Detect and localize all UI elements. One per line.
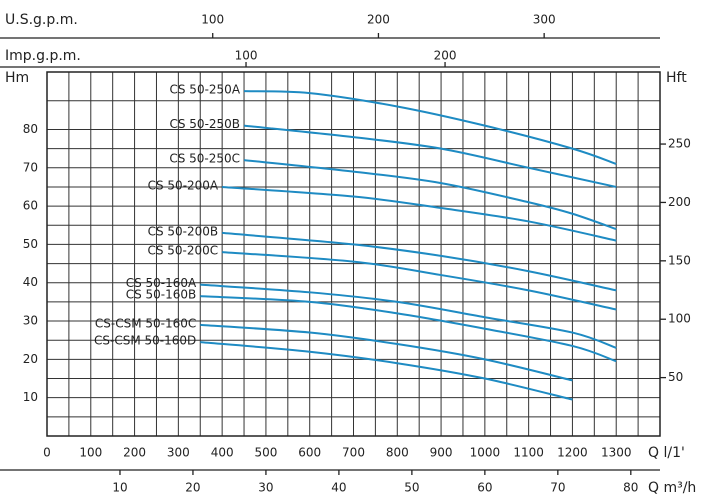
y2-tick-label: 200 xyxy=(668,195,691,209)
x-tick-label: 50 xyxy=(404,481,419,495)
x-tick-label: 1100 xyxy=(513,446,544,460)
x-tick-label: 1300 xyxy=(601,446,632,460)
x-tick-label: 100 xyxy=(201,13,224,27)
x-tick-label: 40 xyxy=(331,481,346,495)
x-tick-label: 1000 xyxy=(470,446,501,460)
x-tick-label: 200 xyxy=(434,49,457,63)
curve xyxy=(200,283,617,349)
curve-label: CS 50-250C xyxy=(169,152,240,166)
x-tick-label: 700 xyxy=(342,446,365,460)
x-tick-label: 10 xyxy=(112,481,127,495)
x-tick-label: 30 xyxy=(258,481,273,495)
x-tick-label: 900 xyxy=(430,446,453,460)
curve-label: CS 50-200A xyxy=(148,178,219,192)
curve xyxy=(200,323,573,382)
curve-label: CS 50-200B xyxy=(148,224,219,238)
x-axis-title: Q l/1' xyxy=(648,445,685,461)
x-tick-label: 0 xyxy=(43,446,51,460)
x-tick-label: 200 xyxy=(367,13,390,27)
x-tick-label: 100 xyxy=(79,446,102,460)
x-tick-label: 60 xyxy=(477,481,492,495)
curve-label: CS 50-160A xyxy=(126,276,197,290)
plot-frame xyxy=(46,71,661,437)
y2-tick-label: 250 xyxy=(668,137,691,151)
y-tick-label: 80 xyxy=(23,122,38,136)
y-tick-label: 20 xyxy=(23,352,38,366)
curve-label: CS-CSM 50-160D xyxy=(94,334,196,348)
curve-label: CS-CSM 50-160C xyxy=(95,316,196,330)
y-tick-label: 40 xyxy=(23,275,38,289)
x-tick-label: 800 xyxy=(386,446,409,460)
y-axis-title: Hm xyxy=(5,70,29,86)
curve-label: CS 50-200C xyxy=(147,244,218,258)
y-tick-label: 70 xyxy=(23,160,38,174)
x-tick-label: 600 xyxy=(298,446,321,460)
y2-tick-label: 50 xyxy=(668,370,683,384)
y-tick-label: 10 xyxy=(23,390,38,404)
y-tick-label: 50 xyxy=(23,237,38,251)
curve xyxy=(222,251,617,311)
x-tick-label: 300 xyxy=(533,13,556,27)
us-gpm-label: U.S.g.p.m. xyxy=(5,12,78,28)
m3h-axis-title: Q m³/h xyxy=(648,480,696,496)
imp-gpm-label: Imp.g.p.m. xyxy=(5,48,81,64)
curve-label: CS 50-250B xyxy=(169,117,240,131)
curve-label: CS 50-160B xyxy=(126,288,197,302)
y2-tick-label: 150 xyxy=(668,253,691,267)
x-tick-label: 400 xyxy=(211,446,234,460)
x-tick-label: 300 xyxy=(167,446,190,460)
y-tick-label: 60 xyxy=(23,199,38,213)
curve xyxy=(200,295,617,363)
y2-axis-title: Hft xyxy=(666,70,687,86)
curve xyxy=(222,231,617,292)
x-tick-label: 20 xyxy=(185,481,200,495)
x-tick-label: 500 xyxy=(254,446,277,460)
curve-label: CS 50-250A xyxy=(170,83,241,97)
curve xyxy=(244,90,617,165)
curve xyxy=(222,185,617,242)
y2-tick-label: 100 xyxy=(668,312,691,326)
y-tick-label: 30 xyxy=(23,314,38,328)
x-tick-label: 70 xyxy=(550,481,565,495)
curve xyxy=(243,159,617,231)
curve xyxy=(200,341,573,401)
x-tick-label: 80 xyxy=(623,481,638,495)
x-tick-label: 200 xyxy=(123,446,146,460)
x-tick-label: 1200 xyxy=(557,446,588,460)
x-tick-label: 100 xyxy=(235,49,258,63)
curve xyxy=(243,124,617,188)
